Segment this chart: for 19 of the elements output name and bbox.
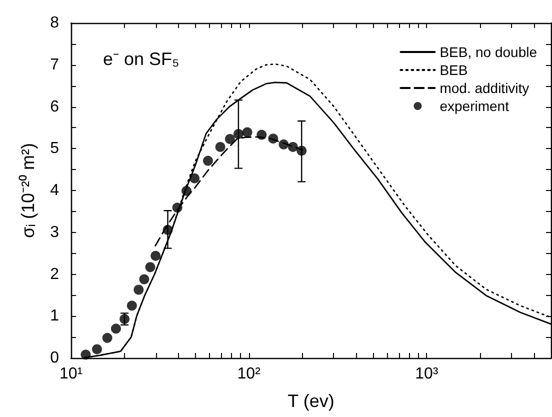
legend-label: BEB, no double [440, 44, 538, 60]
y-tick-label: 5 [50, 140, 60, 158]
x-tick-label: 10² [237, 366, 262, 382]
legend-label: mod. additivity [440, 80, 530, 96]
y-tick-label: 3 [50, 224, 60, 241]
y-axis-title: σᵢ (10⁻²⁰ m²) [18, 143, 38, 238]
y-tick-label: 6 [50, 98, 60, 116]
legend-label: BEB [440, 62, 468, 78]
y-tick-label: 8 [50, 14, 60, 32]
x-tick-label: 10³ [415, 366, 439, 382]
annotation: e⁻ on SF₅ [103, 49, 180, 69]
x-axis-title: T (ev) [288, 391, 334, 411]
y-tick-label: 4 [50, 182, 60, 199]
y-tick-label: 1 [50, 308, 60, 325]
y-tick-label: 2 [50, 266, 60, 283]
y-tick-label: 0 [50, 350, 60, 366]
x-tick-label: 10¹ [59, 366, 83, 382]
y-tick-label: 7 [50, 56, 60, 74]
legend-label: experiment [440, 98, 510, 114]
